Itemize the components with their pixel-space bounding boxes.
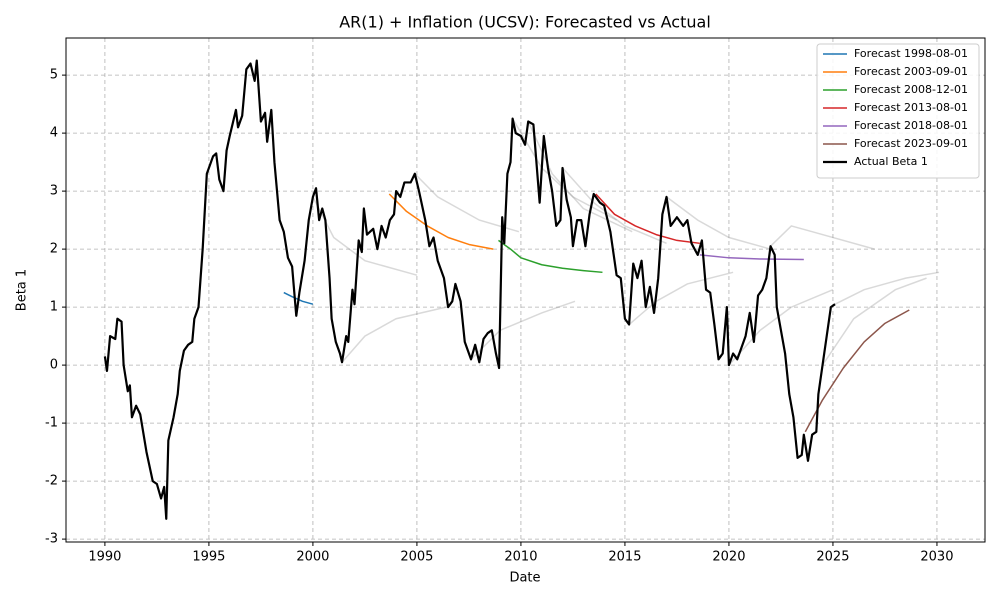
series-line — [699, 254, 804, 261]
series-line — [804, 309, 910, 433]
legend-label: Forecast 2013-08-01 — [854, 101, 968, 114]
legend-box — [816, 43, 980, 179]
background-forecast-line — [414, 173, 520, 233]
y-tick-label: 5 — [50, 68, 58, 83]
legend-label: Forecast 1998-08-01 — [854, 47, 968, 60]
x-axis-label: Date — [509, 571, 540, 586]
background-forecast-line — [770, 225, 875, 250]
series-line — [498, 239, 603, 274]
background-forecast-line — [341, 306, 447, 363]
background-forecast-line — [561, 167, 667, 245]
background-forecast-line — [470, 300, 576, 360]
y-tick-label: 0 — [50, 358, 58, 373]
legend-label: Forecast 2008-12-01 — [854, 83, 968, 96]
x-tick-label: 2025 — [816, 550, 849, 565]
legend-label: Forecast 2018-08-01 — [854, 119, 968, 132]
y-tick-label: 4 — [50, 126, 58, 141]
y-tick-label: 3 — [50, 184, 58, 199]
plot-frame — [65, 37, 986, 543]
y-axis-label: Beta 1 — [15, 269, 30, 311]
series-line — [283, 291, 314, 305]
legend-label: Actual Beta 1 — [854, 155, 928, 168]
x-tick-label: 2030 — [920, 550, 953, 565]
background-forecast-line — [728, 289, 834, 366]
x-tick-label: 2010 — [504, 550, 537, 565]
y-tick-label: -1 — [45, 416, 58, 431]
y-tick-label: -3 — [45, 532, 58, 547]
chart-title: AR(1) + Inflation (UCSV): Forecasted vs … — [339, 13, 711, 32]
legend-label: Forecast 2003-09-01 — [854, 65, 968, 78]
background-forecast-line — [312, 196, 418, 276]
y-tick-label: -2 — [45, 474, 58, 489]
series-line — [388, 193, 494, 250]
background-forecast-line — [666, 196, 771, 250]
legend-label: Forecast 2023-09-01 — [854, 137, 968, 150]
x-tick-label: 1995 — [192, 550, 225, 565]
series-line — [595, 193, 700, 245]
y-tick-label: 2 — [50, 242, 58, 257]
background-forecast-line — [821, 277, 927, 366]
background-forecast-line — [628, 271, 734, 326]
x-tick-label: 2000 — [296, 550, 329, 565]
x-tick-label: 2005 — [400, 550, 433, 565]
x-tick-label: 2015 — [608, 550, 641, 565]
background-forecast-line — [834, 271, 940, 305]
x-tick-label: 1990 — [88, 550, 121, 565]
y-tick-label: 1 — [50, 300, 58, 315]
x-tick-label: 2020 — [712, 550, 745, 565]
series-line — [103, 59, 836, 520]
background-forecast-line — [511, 118, 617, 221]
legend: Forecast 1998-08-01 Forecast 2003-09-01 Fo… — [816, 43, 980, 179]
